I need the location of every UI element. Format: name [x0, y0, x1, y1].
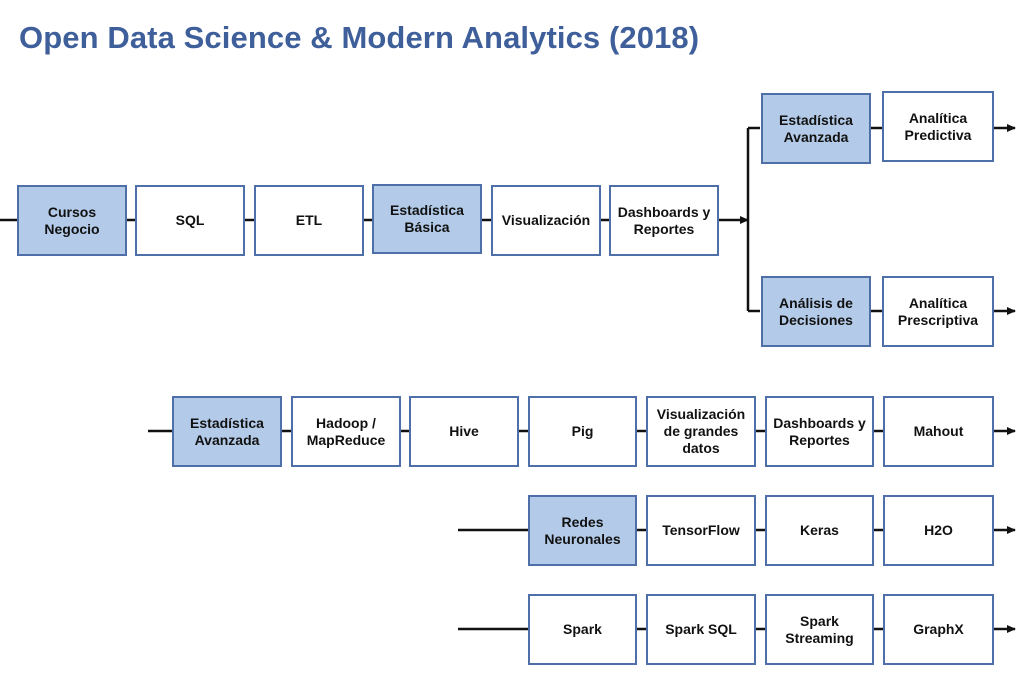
- node-analitica-predictiva: Analítica Predictiva: [882, 91, 994, 162]
- node-label: Visualización: [501, 212, 591, 228]
- node-analitica-prescriptiva: Analítica Prescriptiva: [882, 276, 994, 347]
- node-tensorflow: TensorFlow: [646, 495, 756, 566]
- node-pig: Pig: [528, 396, 637, 467]
- node-label: Mahout: [913, 423, 964, 439]
- node-graphx: GraphX: [883, 594, 994, 665]
- node-cursos-negocio: Cursos Negocio: [17, 185, 127, 256]
- node-dashboards-reportes-1: Dashboards y Reportes: [609, 185, 719, 256]
- node-label: Hive: [449, 423, 479, 439]
- node-label: Dashboards y Reportes: [617, 203, 711, 237]
- node-estadistica-avanzada-2: Estadística Avanzada: [172, 396, 282, 467]
- node-hadoop-mapreduce: Hadoop / MapReduce: [291, 396, 401, 467]
- node-label: Analítica Prescriptiva: [897, 294, 979, 328]
- node-label: ETL: [295, 212, 323, 228]
- node-label: Análisis de Decisiones: [779, 294, 853, 328]
- node-estadistica-avanzada-1: Estadística Avanzada: [761, 93, 871, 164]
- node-spark-streaming: Spark Streaming: [765, 594, 874, 665]
- node-label: Estadística Avanzada: [779, 111, 853, 145]
- node-label: Estadística Básica: [390, 202, 464, 235]
- node-label: Analítica Predictiva: [904, 109, 972, 143]
- node-estadistica-basica: Estadística Básica: [372, 184, 482, 254]
- node-analisis-decisiones: Análisis de Decisiones: [761, 276, 871, 347]
- node-label: Spark Streaming: [785, 612, 854, 646]
- node-label: Hadoop / MapReduce: [306, 414, 386, 448]
- node-label: Cursos Negocio: [44, 203, 100, 237]
- node-label: H2O: [924, 522, 953, 538]
- node-label: Estadística Avanzada: [190, 414, 264, 448]
- node-label: Dashboards y Reportes: [773, 414, 866, 448]
- node-etl: ETL: [254, 185, 364, 256]
- node-visualizacion: Visualización: [491, 185, 601, 256]
- node-hive: Hive: [409, 396, 519, 467]
- node-label: Spark: [563, 621, 602, 637]
- node-label: Keras: [800, 522, 839, 538]
- node-spark-sql: Spark SQL: [646, 594, 756, 665]
- node-label: TensorFlow: [662, 522, 740, 538]
- node-spark: Spark: [528, 594, 637, 665]
- node-label: Pig: [571, 423, 594, 439]
- node-redes-neuronales: Redes Neuronales: [528, 495, 637, 566]
- node-label: Spark SQL: [665, 621, 737, 637]
- node-label: Visualización de grandes datos: [656, 406, 746, 456]
- node-keras: Keras: [765, 495, 874, 566]
- node-label: GraphX: [913, 621, 964, 637]
- page-title: Open Data Science & Modern Analytics (20…: [19, 20, 700, 55]
- node-mahout: Mahout: [883, 396, 994, 467]
- node-sql: SQL: [135, 185, 245, 256]
- node-label: Redes Neuronales: [544, 513, 621, 547]
- node-visualizacion-grandes-datos: Visualización de grandes datos: [646, 396, 756, 467]
- node-label: SQL: [175, 212, 205, 228]
- node-dashboards-reportes-2: Dashboards y Reportes: [765, 396, 874, 467]
- node-h2o: H2O: [883, 495, 994, 566]
